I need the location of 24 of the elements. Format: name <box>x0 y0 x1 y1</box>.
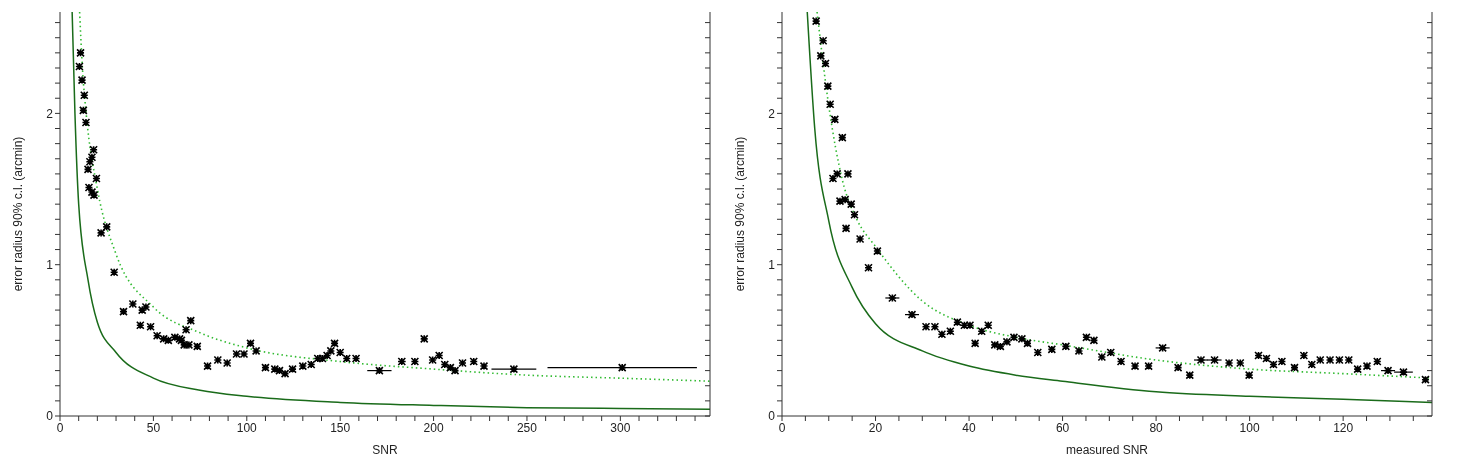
x-tick-label: 60 <box>1055 420 1070 435</box>
y-tick-label: 0 <box>768 409 776 424</box>
x-tick-label: 120 <box>1333 420 1354 435</box>
x-tick-label: 300 <box>610 420 631 435</box>
x-tick-label: 250 <box>516 420 538 435</box>
x-tick-label: 40 <box>962 420 977 435</box>
x-axis-title: SNR <box>372 443 398 457</box>
x-tick-label: 0 <box>56 420 64 435</box>
y-axis-title: error radius 90% c.l. (arcmin) <box>733 136 748 292</box>
x-tick-label: 100 <box>236 420 258 435</box>
x-tick-label: 20 <box>868 420 883 435</box>
y-tick-label: 1 <box>46 257 54 272</box>
x-tick-label: 200 <box>423 420 444 435</box>
x-tick-label: 150 <box>330 420 351 435</box>
y-tick-label: 2 <box>46 106 54 121</box>
y-tick-label: 1 <box>768 257 776 272</box>
y-axis-title: error radius 90% c.l. (arcmin) <box>11 136 26 292</box>
y-tick-label: 0 <box>46 409 54 424</box>
x-tick-label: 0 <box>778 420 786 435</box>
x-tick-label: 80 <box>1149 420 1164 435</box>
x-tick-label: 50 <box>146 420 161 435</box>
x-axis-title: measured SNR <box>1065 443 1149 457</box>
x-tick-label: 100 <box>1239 420 1260 435</box>
y-tick-label: 2 <box>768 106 776 121</box>
